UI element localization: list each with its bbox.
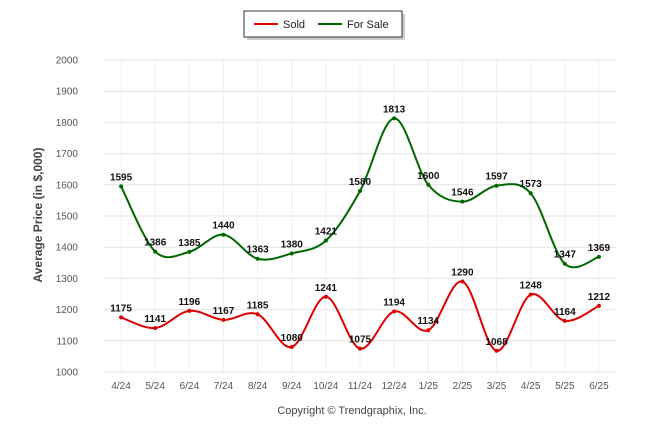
x-tick-label: 7/24	[214, 381, 234, 392]
data-label-sold: 1134	[417, 316, 439, 327]
data-label-sold: 1212	[588, 292, 611, 303]
data-label-sold: 1196	[178, 297, 200, 308]
x-tick-label: 4/25	[521, 381, 541, 392]
data-point-for-sale	[494, 183, 499, 188]
data-point-for-sale	[153, 249, 158, 254]
data-label-for-sale: 1440	[212, 221, 235, 232]
data-point-sold	[528, 292, 533, 297]
data-point-sold	[323, 294, 328, 299]
y-tick-label: 1300	[56, 274, 79, 285]
x-tick-label: 4/24	[111, 381, 131, 392]
data-point-for-sale	[289, 251, 294, 256]
data-point-for-sale	[596, 254, 601, 259]
data-label-sold: 1175	[110, 303, 132, 314]
x-tick-label: 9/24	[282, 381, 302, 392]
y-tick-label: 1100	[56, 336, 78, 347]
data-point-sold	[221, 317, 226, 322]
y-tick-label: 2000	[56, 56, 79, 67]
x-tick-label: 5/24	[145, 381, 165, 392]
x-tick-label: 11/24	[348, 381, 373, 392]
data-point-for-sale	[119, 184, 124, 189]
data-point-sold	[255, 312, 260, 317]
data-point-sold	[392, 309, 397, 314]
x-tick-label: 2/25	[453, 381, 473, 392]
data-point-sold	[119, 315, 124, 320]
data-label-for-sale: 1369	[588, 243, 611, 254]
y-tick-label: 1900	[56, 87, 79, 98]
y-tick-label: 1200	[56, 305, 79, 316]
x-tick-label: 6/24	[180, 381, 200, 392]
x-tick-label: 5/25	[555, 381, 575, 392]
data-point-sold	[358, 346, 362, 351]
data-point-for-sale	[221, 232, 226, 237]
data-label-sold: 1290	[451, 268, 474, 279]
data-point-for-sale	[358, 189, 362, 194]
data-label-sold: 1248	[520, 281, 543, 292]
legend-label-for-sale: For Sale	[347, 19, 389, 31]
y-tick-label: 1700	[56, 149, 79, 160]
data-point-sold	[426, 328, 431, 333]
data-point-sold	[153, 326, 158, 331]
data-label-sold: 1068	[485, 337, 508, 348]
y-tick-label: 1500	[56, 212, 79, 223]
data-point-sold	[494, 348, 499, 353]
x-tick-label: 12/24	[382, 381, 407, 392]
data-point-sold	[187, 308, 192, 313]
y-tick-label: 1600	[56, 180, 79, 191]
data-label-for-sale: 1421	[315, 227, 338, 238]
data-point-sold	[596, 303, 601, 308]
legend: Sold For Sale	[243, 10, 405, 40]
x-tick-label: 6/25	[589, 381, 609, 392]
data-point-for-sale	[528, 191, 533, 196]
data-label-sold: 1241	[315, 283, 338, 294]
data-point-for-sale	[255, 256, 260, 261]
x-tick-label: 8/24	[248, 381, 268, 392]
series-lines	[119, 116, 601, 353]
y-tick-label: 1800	[56, 118, 79, 129]
data-label-sold: 1164	[554, 307, 576, 318]
x-tick-label: 3/25	[487, 381, 507, 392]
data-point-for-sale	[460, 199, 465, 204]
legend-label-sold: Sold	[283, 19, 305, 31]
data-label-for-sale: 1363	[246, 245, 269, 256]
data-label-for-sale: 1597	[485, 172, 508, 183]
data-label-sold: 1080	[281, 333, 304, 344]
data-label-for-sale: 1813	[383, 104, 406, 115]
data-point-sold	[289, 345, 294, 350]
data-point-sold	[562, 318, 567, 323]
data-point-for-sale	[323, 238, 328, 243]
y-axis-ticks: 1000 1100 1200 1300 1400 1500 1600 1700 1800 1900…	[56, 56, 79, 379]
data-label-for-sale: 1546	[451, 188, 474, 199]
data-label-for-sale: 1386	[144, 238, 167, 249]
data-point-for-sale	[426, 182, 431, 187]
data-label-for-sale: 1595	[110, 172, 133, 183]
grid	[104, 59, 616, 373]
series-line-for-sale	[120, 117, 600, 269]
data-label-for-sale: 1347	[554, 250, 577, 261]
data-label-for-sale: 1600	[417, 171, 440, 182]
x-tick-label: 1/25	[419, 381, 439, 392]
data-point-for-sale	[562, 261, 567, 266]
y-axis-label: Average Price (in $,000)	[31, 148, 45, 283]
data-label-for-sale: 1573	[520, 179, 543, 190]
data-label-sold: 1075	[349, 335, 372, 346]
data-point-for-sale	[392, 116, 397, 121]
data-label-sold: 1141	[144, 314, 166, 325]
data-label-for-sale: 1380	[281, 239, 304, 250]
data-point-for-sale	[187, 249, 192, 254]
data-label-for-sale: 1385	[178, 238, 201, 249]
x-axis-ticks: 4/24 5/24 6/24 7/24 8/24 9/24 10/24 11/24 12/24 1…	[111, 381, 609, 392]
x-tick-label: 10/24	[313, 381, 338, 392]
data-point-sold	[460, 279, 465, 284]
data-labels: 1175 1141 1196 1167 1185 1080 1241 1075 1194 1134…	[110, 104, 611, 347]
copyright-text: Copyright © Trendgraphix, Inc.	[277, 405, 426, 417]
data-label-sold: 1185	[247, 300, 269, 311]
data-label-sold: 1167	[213, 306, 235, 317]
data-label-for-sale: 1580	[349, 177, 372, 188]
y-tick-label: 1000	[56, 368, 79, 379]
y-tick-label: 1400	[56, 243, 79, 254]
data-label-sold: 1194	[383, 297, 405, 308]
